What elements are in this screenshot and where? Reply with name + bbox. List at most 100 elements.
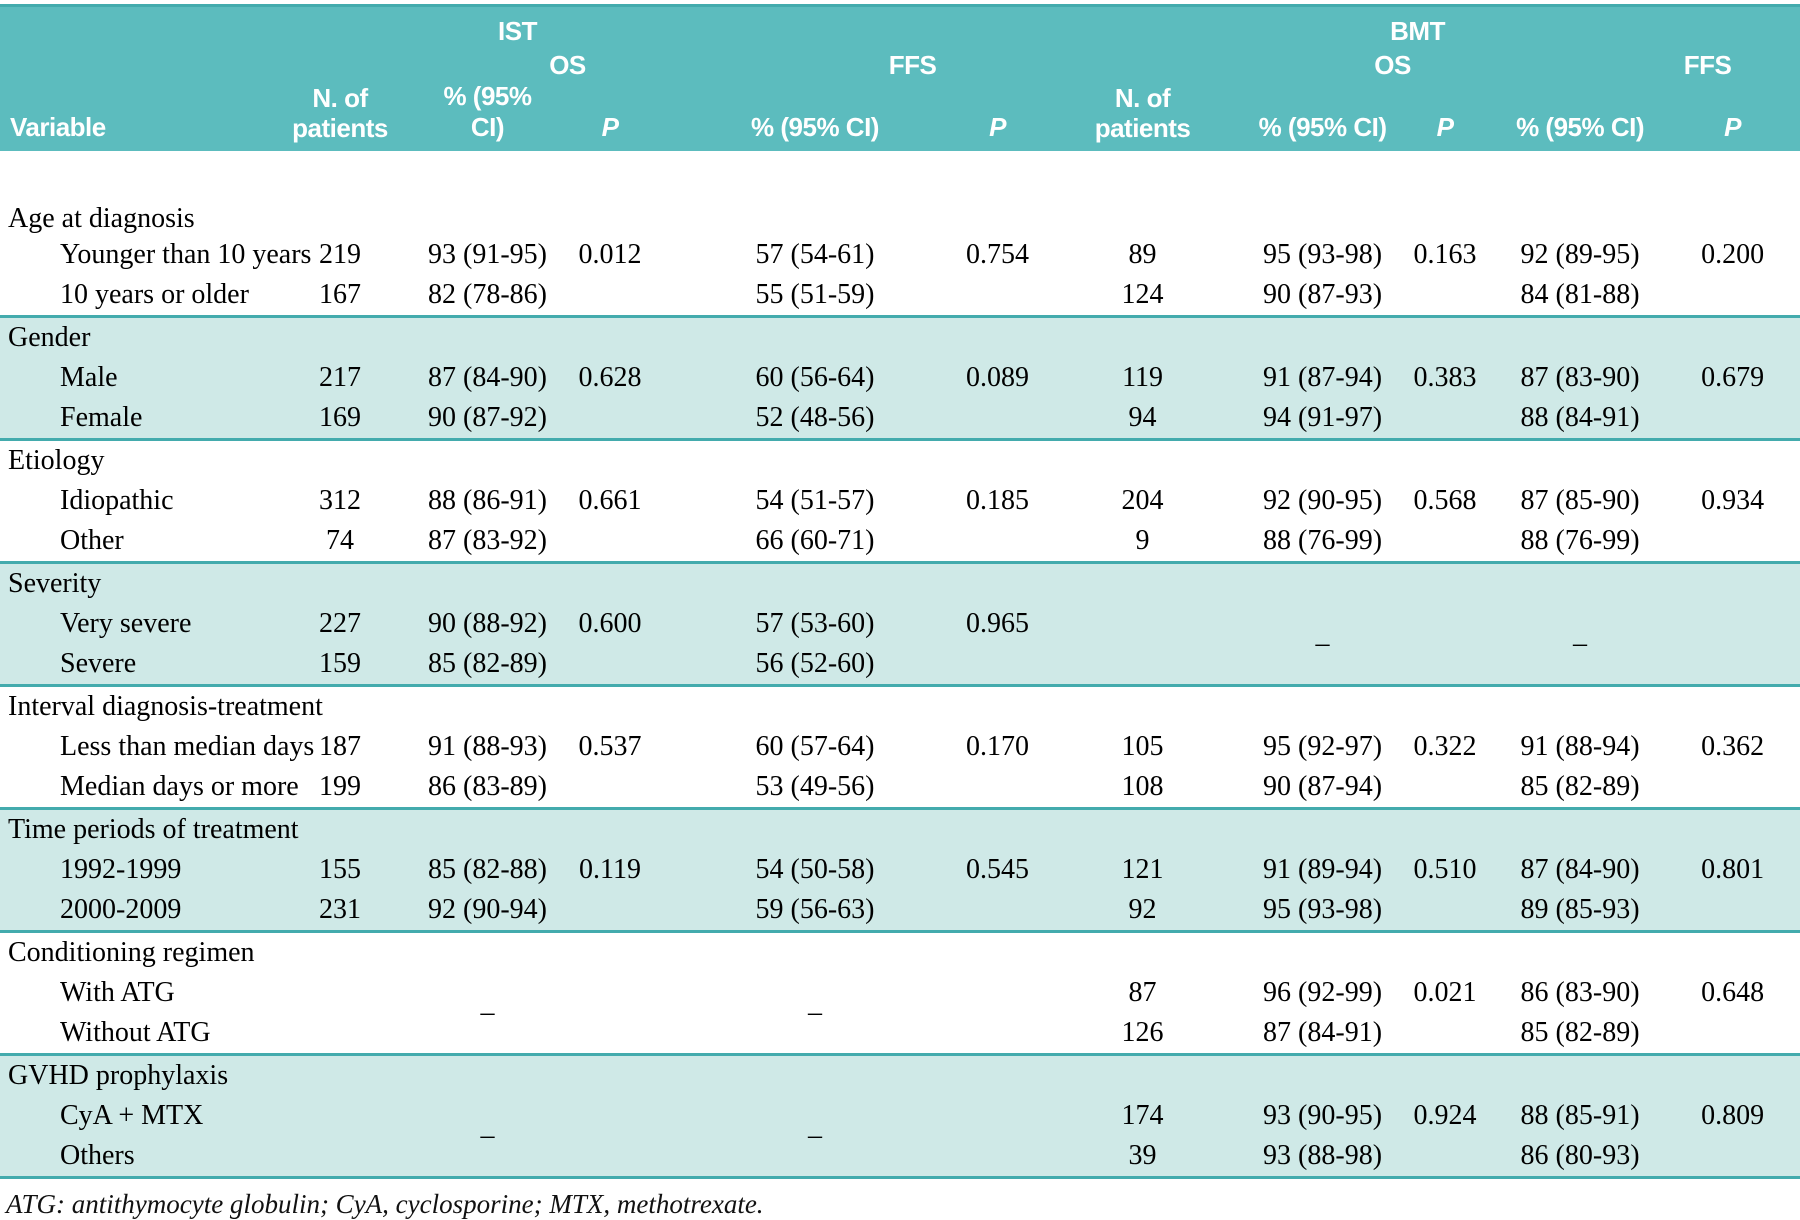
cell-ist_os_p (550, 1096, 670, 1136)
group-gvhd-prophylaxis: GVHD prophylaxis CyA + MTX – – 174 93 (90-95)… (0, 1053, 1800, 1179)
cell-bmt_os_p: 0.322 (1413, 731, 1477, 762)
cell-bmt_os_p: 0.163 (1413, 239, 1477, 270)
cell-bmt_n: 204 (1121, 485, 1164, 516)
cell-bmt_os_p: 0.510 (1413, 854, 1477, 885)
header-variable: Variable (0, 81, 255, 151)
cell-ist_ffs_p (960, 521, 1035, 563)
cell-ist_os_p: 0.119 (579, 854, 641, 885)
table-row: Younger than 10 years 219 93 (91-95) 0.012 5… (0, 235, 1800, 275)
cell-ist_os_ci: 92 (90-94) (425, 890, 550, 933)
cell-bmt_ffs_ci: 91 (88-94) (1520, 731, 1640, 762)
cell-ist_os_p: 0.537 (578, 731, 642, 762)
cell-bmt_ffs_ci-dash: – (1495, 604, 1666, 687)
cell-bmt_ffs_p (1665, 275, 1800, 317)
cell-ist_ffs_p (960, 1013, 1035, 1055)
cell-ist_n: 159 (255, 644, 425, 687)
cell-ist_os_p (550, 973, 670, 1013)
row-variable: Severe (0, 644, 255, 687)
header-os-ist: OS (425, 49, 670, 81)
cell-ist_ffs_p: 0.965 (966, 608, 1030, 639)
cell-bmt_n: 39 (1035, 1136, 1251, 1179)
cell-ist_os_ci: 87 (83-92) (428, 525, 547, 556)
cell-ist_ffs_p (960, 1096, 1035, 1136)
row-variable: Idiopathic (60, 485, 174, 516)
group-label-row: Gender (0, 315, 1800, 358)
cell-bmt_os_ci: 96 (92-99) (1263, 977, 1383, 1008)
table-row: Without ATG 126 87 (84-91) 85 (82-89) (0, 1013, 1800, 1055)
group-time-periods-of-treatment: Time periods of treatment 1992-1999 155 85 … (0, 807, 1800, 933)
cell-ist_n: 199 (319, 771, 361, 802)
cell-ist_n: 219 (319, 239, 361, 270)
table-row: 1992-1999 155 85 (82-88) 0.119 54 (50-58) 0.5… (0, 850, 1800, 890)
cell-ist_ffs_ci: 60 (56-64) (755, 362, 875, 393)
header-p-bmt-os: P (1395, 81, 1496, 151)
cell-ist_os_ci: 87 (84-90) (428, 362, 547, 393)
footnote: ATG: antithymocyte globulin; CyA, cyclos… (6, 1189, 764, 1219)
cell-bmt_n: 92 (1035, 890, 1251, 933)
cell-bmt_ffs_ci: 84 (81-88) (1520, 279, 1640, 310)
cell-ist_ffs_ci: 54 (50-58) (755, 854, 875, 885)
group-label-row: Conditioning regimen (0, 932, 1800, 974)
header-ffs-bmt: FFS (1495, 49, 1800, 81)
cell-bmt_os_ci: 94 (91-97) (1250, 398, 1396, 441)
header-ci-bmt-os: % (95% CI) (1250, 81, 1396, 151)
header-row-subgroups: N. of patients OS FFS N. of patients OS FF… (0, 49, 1800, 151)
header-ci-ist-os: % (95% CI) (425, 81, 550, 151)
cell-ist_os_ci-dash: – (480, 997, 495, 1028)
cell-bmt_ffs_p: 0.362 (1701, 731, 1765, 762)
cell-bmt_n: 94 (1035, 398, 1251, 441)
row-variable: Male (60, 362, 118, 393)
cell-ist_os_ci: 86 (83-89) (428, 771, 547, 802)
cell-ist_os_p (550, 644, 670, 687)
group-gender: Gender Male 217 87 (84-90) 0.628 60 (56-64) 0.… (0, 315, 1800, 441)
cell-bmt_os_ci: 90 (87-93) (1263, 279, 1383, 310)
cell-bmt_ffs_ci: 86 (83-90) (1520, 977, 1640, 1008)
table-row: With ATG – – 87 96 (92-99) 0.021 86 (83-90) 0.6… (0, 973, 1800, 1028)
row-variable: 10 years or older (60, 279, 249, 310)
header-ffs-ist: FFS (670, 49, 1036, 81)
header-ci-ist-ffs: % (95% CI) (670, 81, 960, 151)
cell-bmt_os_ci: 92 (90-95) (1263, 485, 1383, 516)
cell-bmt_ffs_ci: 92 (89-95) (1520, 239, 1640, 270)
table-row: 10 years or older 167 82 (78-86) 55 (51-59)… (0, 275, 1800, 317)
cell-bmt_os_ci: 91 (89-94) (1263, 854, 1383, 885)
group-etiology: Etiology Idiopathic 312 88 (86-91) 0.661 54 (… (0, 440, 1800, 563)
cell-bmt_n: 105 (1121, 731, 1164, 762)
row-variable: Younger than 10 years (60, 239, 312, 270)
cell-bmt_os_ci: 90 (87-94) (1263, 771, 1383, 802)
cell-bmt_os_p: 0.021 (1413, 977, 1477, 1008)
group-label-row: Interval diagnosis-treatment (0, 686, 1800, 728)
cell-ist_os_p: 0.012 (578, 239, 642, 270)
cell-bmt_ffs_p (1665, 1013, 1800, 1055)
header-group-bmt: BMT (1035, 5, 1800, 49)
cell-bmt_os_p (1395, 604, 1495, 644)
cell-bmt_os_p (1395, 644, 1496, 687)
cell-bmt_os_p: 0.568 (1413, 485, 1477, 516)
header-spacer (0, 49, 255, 81)
cell-ist_os_ci: 82 (78-86) (428, 279, 547, 310)
cell-bmt_ffs_p (1665, 767, 1800, 809)
cell-ist_os_ci: 91 (88-93) (428, 731, 547, 762)
cell-bmt_ffs_p: 0.801 (1701, 854, 1765, 885)
cell-bmt_ffs_p: 0.809 (1701, 1100, 1765, 1131)
cell-ist_n: 217 (319, 362, 361, 393)
cell-ist_ffs_p (960, 767, 1035, 809)
cell-ist_os_p (550, 890, 670, 933)
cell-bmt_os_ci: 87 (84-91) (1263, 1017, 1383, 1048)
cell-ist_os_ci: 85 (82-88) (428, 854, 547, 885)
cell-bmt_os_p (1395, 398, 1496, 441)
cell-ist_ffs_p (960, 275, 1035, 317)
cell-bmt_ffs_ci: 86 (80-93) (1495, 1136, 1666, 1179)
n-of-label: N. of (312, 83, 368, 113)
group-conditioning-regimen: Conditioning regimen With ATG – – 87 96 (92-9… (0, 932, 1800, 1055)
cell-bmt_ffs_ci: 85 (82-89) (1520, 771, 1640, 802)
cell-bmt_os_p (1395, 1013, 1495, 1055)
cell-ist_os_ci: 85 (82-89) (425, 644, 550, 687)
cell-ist_n: 227 (319, 608, 361, 639)
table-row: Very severe 227 90 (88-92) 0.600 57 (53-60) 0… (0, 604, 1800, 687)
row-variable: 1992-1999 (60, 854, 182, 885)
cell-ist_os_p: 0.661 (578, 485, 642, 516)
cell-ist_os_p (550, 521, 670, 563)
cell-ist_n: 231 (255, 890, 425, 933)
cell-ist_ffs_ci: 60 (57-64) (755, 731, 875, 762)
